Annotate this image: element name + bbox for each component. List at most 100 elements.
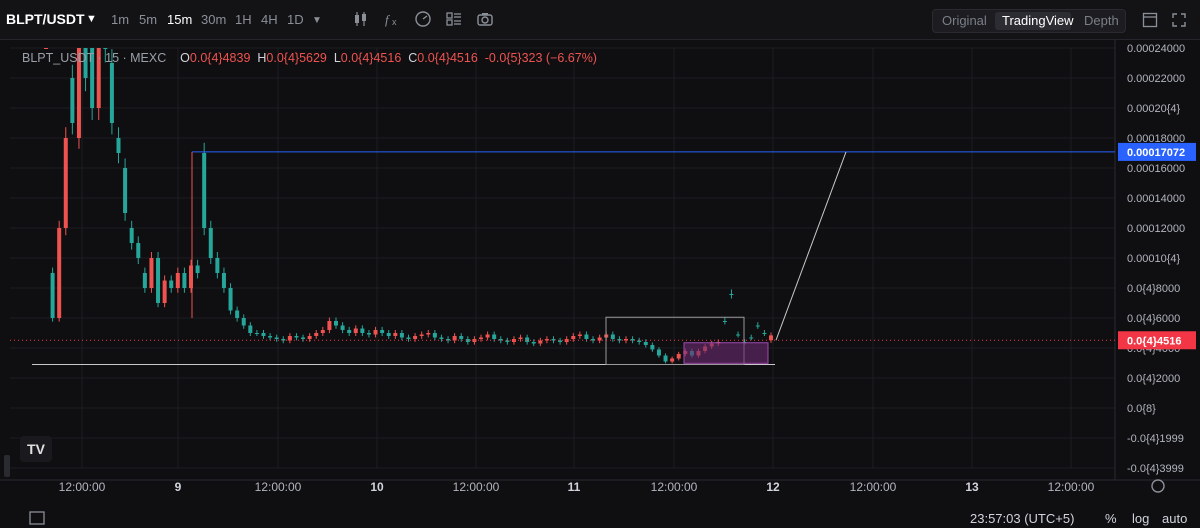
x-tick-label: 12:00:00	[850, 480, 897, 494]
view-depth[interactable]: Depth	[1084, 13, 1119, 28]
legend-symbol: BLPT_USDT · 15 · MEXC	[22, 51, 167, 65]
candle-body	[676, 354, 681, 359]
percent-scale-toggle[interactable]: %	[1105, 511, 1117, 526]
candle-body	[281, 339, 286, 341]
candle-body	[663, 355, 668, 362]
interval-4h[interactable]: 4H	[261, 12, 278, 27]
candle-body	[307, 336, 312, 339]
legend-close-label: C	[408, 51, 418, 65]
candle-body	[228, 288, 233, 311]
camera-icon[interactable]	[476, 10, 494, 28]
candle-body	[393, 333, 398, 336]
svg-text:f: f	[385, 12, 391, 27]
y-tick-label: 0.0{4}8000	[1127, 283, 1180, 295]
candle-body	[498, 339, 503, 341]
interval-1d[interactable]: 1D	[287, 12, 304, 27]
clock-timezone[interactable]: 23:57:03 (UTC+5)	[970, 511, 1075, 526]
candle-body	[399, 333, 404, 338]
candle-body	[175, 273, 180, 288]
candle-body	[577, 334, 582, 336]
candle-body	[518, 337, 523, 339]
candle-body	[373, 330, 378, 335]
view-original[interactable]: Original	[942, 13, 987, 28]
candle-body	[551, 339, 556, 341]
candle-body	[83, 48, 88, 78]
date-range-icon[interactable]	[29, 511, 45, 525]
candle-body	[446, 339, 451, 341]
candle-body	[439, 337, 444, 339]
x-tick-label: 12:00:00	[255, 480, 302, 494]
candle-body	[617, 339, 622, 341]
price-chart[interactable]: 0.00024000 0.00022000 0.00020{4} 0.00018000…	[0, 40, 1200, 528]
x-tick-label: 10	[370, 480, 384, 494]
candle-body	[314, 333, 319, 336]
y-tick-label: 0.00018000	[1127, 133, 1185, 145]
candle-body	[722, 321, 727, 322]
x-tick-label: 9	[175, 480, 182, 494]
candle-body	[70, 78, 75, 123]
indicators-icon[interactable]: f x	[383, 10, 401, 28]
projection-line	[775, 151, 847, 341]
candle-body	[57, 228, 62, 318]
interval-15m[interactable]: 15m	[167, 12, 193, 27]
candle-body	[215, 258, 220, 273]
current-price-label: 0.0{4}4516	[1127, 335, 1181, 347]
tradingview-logo: TV	[27, 441, 46, 457]
candle-body	[248, 325, 253, 333]
y-tick-label: 0.0{4}2000	[1127, 373, 1180, 385]
x-tick-label: 12:00:00	[453, 480, 500, 494]
more-intervals-icon[interactable]: ▼	[312, 15, 322, 26]
candle-body	[544, 339, 549, 341]
candle-body	[558, 340, 563, 342]
interval-5m[interactable]: 5m	[139, 12, 158, 27]
candle-body	[630, 339, 635, 341]
candle-body	[538, 340, 543, 344]
candle-body	[492, 334, 497, 339]
y-tick-label: -0.0{4}3999	[1127, 463, 1184, 475]
view-switcher: Original TradingView Depth	[932, 9, 1126, 33]
tradingview-logo-bg	[20, 436, 52, 462]
y-tick-label: 0.00016000	[1127, 163, 1185, 175]
candle-body	[63, 138, 68, 228]
candle-body	[353, 328, 358, 333]
candle-body	[650, 345, 655, 350]
symbol-selector[interactable]: BLPT/USDT	[6, 11, 85, 27]
interval-30m[interactable]: 30m	[201, 12, 227, 27]
candle-body	[419, 334, 424, 336]
legend-close: 0.0{4}4516	[417, 51, 478, 65]
dashboard-icon[interactable]	[414, 10, 432, 28]
symbol-dropdown-icon[interactable]: ▼	[86, 13, 97, 25]
view-tradingview[interactable]: TradingView	[1002, 13, 1074, 28]
x-tick-label: 12	[766, 480, 780, 494]
layout-icon[interactable]	[1142, 12, 1158, 28]
range-box	[683, 342, 769, 364]
fullscreen-icon[interactable]	[1171, 12, 1187, 28]
settings-gear-icon[interactable]	[1151, 479, 1165, 493]
candle-body	[274, 337, 279, 339]
y-tick-label: 0.00020{4}	[1127, 103, 1181, 115]
log-scale-toggle[interactable]: log	[1132, 511, 1150, 526]
templates-icon[interactable]	[445, 10, 463, 28]
auto-scale-toggle[interactable]: auto	[1162, 511, 1188, 526]
candle-body	[380, 330, 385, 333]
legend-low: 0.0{4}4516	[340, 51, 402, 65]
legend-open: 0.0{4}4839	[189, 51, 251, 65]
candle-body	[591, 339, 596, 341]
candle-body	[195, 265, 200, 273]
y-tick-label: 0.0{4}6000	[1127, 313, 1180, 325]
legend-open-label: O	[180, 51, 190, 65]
candle-body	[762, 333, 767, 334]
candle-type-icon[interactable]	[352, 10, 370, 28]
legend-high: 0.0{4}5629	[266, 51, 327, 65]
x-tick-label: 12:00:00	[59, 480, 106, 494]
interval-1m[interactable]: 1m	[111, 12, 130, 27]
y-tick-label: 0.00024000	[1127, 43, 1185, 55]
candle-body	[136, 243, 141, 258]
candle-body	[597, 337, 602, 341]
interval-1h[interactable]: 1H	[235, 12, 252, 27]
candle-body	[525, 337, 530, 342]
x-tick-label: 11	[568, 480, 581, 494]
candle-body	[44, 48, 48, 49]
candle-body	[103, 48, 108, 49]
candle-body	[50, 273, 55, 318]
